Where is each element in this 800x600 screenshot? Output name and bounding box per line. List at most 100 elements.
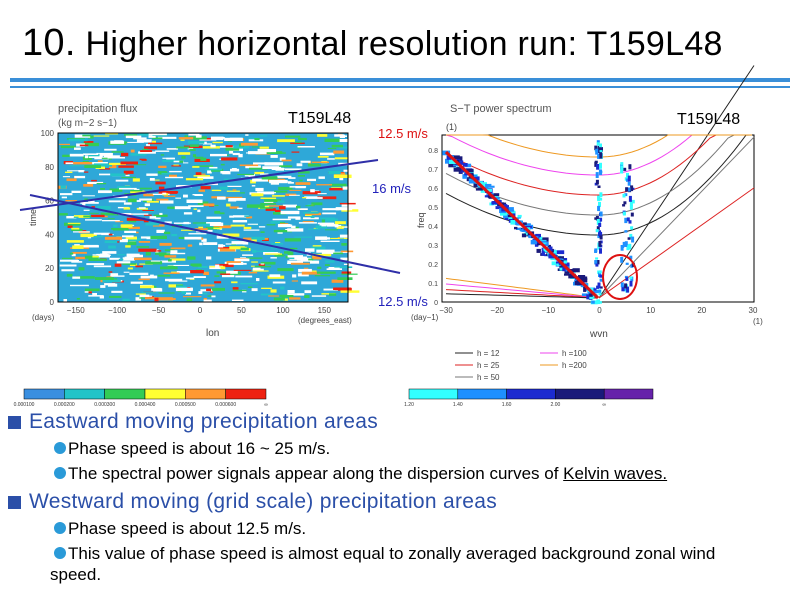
signal-patch: [597, 234, 601, 239]
precip-blob: [279, 165, 293, 168]
precip-blob: [155, 150, 170, 152]
precip-blob: [321, 219, 325, 223]
precip-blob: [341, 209, 359, 212]
precip-blob: [260, 263, 265, 265]
precip-blob: [71, 228, 83, 231]
signal-patch: [622, 204, 626, 207]
precip-blob: [219, 186, 229, 190]
precip-blob: [325, 260, 335, 263]
precip-blob: [225, 147, 240, 151]
precip-blob: [109, 295, 122, 298]
precip-blob: [260, 207, 273, 209]
precip-blob: [260, 231, 265, 233]
precip-blob: [284, 238, 301, 242]
slide-title: 10. Higher horizontal resolution run: T1…: [22, 22, 723, 65]
precip-blob: [289, 186, 307, 188]
precip-blob: [310, 260, 320, 264]
precip-blob: [198, 226, 204, 229]
signal-patch: [578, 275, 585, 279]
precip-blob: [219, 212, 225, 215]
precip-blob: [135, 265, 143, 268]
precip-blob: [273, 229, 292, 233]
precip-blob: [270, 152, 286, 154]
precip-blob: [226, 203, 231, 207]
precip-blob: [283, 298, 288, 301]
precip-blob: [308, 258, 314, 261]
signal-patch: [599, 192, 603, 197]
precip-blob: [106, 214, 119, 216]
precip-blob: [203, 299, 212, 303]
precip-blob: [188, 233, 207, 235]
precip-blob: [239, 164, 259, 167]
precip-blob: [107, 218, 115, 220]
precip-blob: [184, 236, 202, 240]
signal-patch: [551, 250, 557, 255]
signal-patch: [568, 273, 576, 279]
colorbar-label: 0.000400: [135, 402, 156, 408]
precip-blob: [232, 189, 237, 191]
precip-blob: [170, 247, 186, 250]
precip-blob: [210, 153, 227, 157]
precip-blob: [132, 178, 140, 182]
left-ytick: 20: [45, 264, 54, 273]
precip-blob: [171, 234, 178, 237]
precip-blob: [291, 280, 298, 282]
signal-patch: [594, 217, 598, 220]
precip-blob: [150, 274, 154, 278]
precip-blob: [98, 190, 112, 194]
curve-legend: h = 12 h = 25 h = 50 h =100 h =200: [455, 349, 587, 382]
kelvin-waves-link[interactable]: Kelvin waves.: [563, 464, 668, 483]
right-xunit-right: (1): [753, 317, 763, 326]
signal-patch: [536, 248, 541, 253]
precip-blob: [156, 198, 169, 201]
precip-blob: [133, 137, 147, 140]
precip-blob: [138, 248, 157, 252]
precip-blob: [130, 149, 135, 153]
precip-blob: [264, 201, 274, 204]
precip-blob: [219, 248, 236, 252]
precip-blob: [117, 254, 126, 256]
precip-blob: [198, 291, 203, 294]
signal-patch: [620, 162, 624, 165]
precip-blob: [143, 199, 154, 203]
signal-patch: [620, 256, 624, 263]
signal-patch: [595, 257, 599, 260]
left-plot-frame: [57, 132, 349, 303]
precip-blob: [327, 158, 335, 160]
precip-blob: [82, 195, 95, 197]
precip-blob: [111, 151, 124, 153]
precip-blob: [139, 294, 150, 298]
precip-blob: [330, 237, 348, 239]
precip-blob: [211, 189, 222, 192]
precip-blob: [250, 236, 265, 241]
precip-blob: [279, 157, 286, 161]
precip-blob: [248, 137, 259, 139]
kelvin-curve: [598, 65, 755, 299]
precip-blob: [310, 189, 315, 193]
signal-patch: [590, 288, 597, 291]
dispersion-curves: [445, 65, 755, 299]
signal-patch: [514, 226, 518, 230]
signal-patch: [628, 164, 632, 170]
precip-blob: [334, 225, 342, 228]
precip-blob: [305, 205, 315, 207]
precip-blob: [284, 135, 301, 138]
rossby-curve: [445, 293, 597, 299]
precip-blob: [200, 157, 207, 161]
precip-blob: [71, 227, 80, 230]
signal-patch: [509, 216, 516, 221]
precip-blob: [334, 134, 344, 137]
colorbar-swatch: [23, 388, 65, 400]
precip-blob: [100, 188, 105, 190]
precip-blob: [159, 212, 163, 215]
precip-blob: [328, 170, 341, 175]
precip-blob: [181, 156, 186, 159]
signal-patch: [625, 277, 629, 281]
precip-blob: [84, 291, 92, 293]
precip-blob: [296, 163, 303, 167]
precip-blob: [260, 261, 276, 265]
precip-blob: [164, 221, 172, 224]
colorbar-label: 0.000300: [94, 402, 115, 408]
precip-blob: [298, 171, 310, 174]
signal-patch: [583, 288, 591, 291]
